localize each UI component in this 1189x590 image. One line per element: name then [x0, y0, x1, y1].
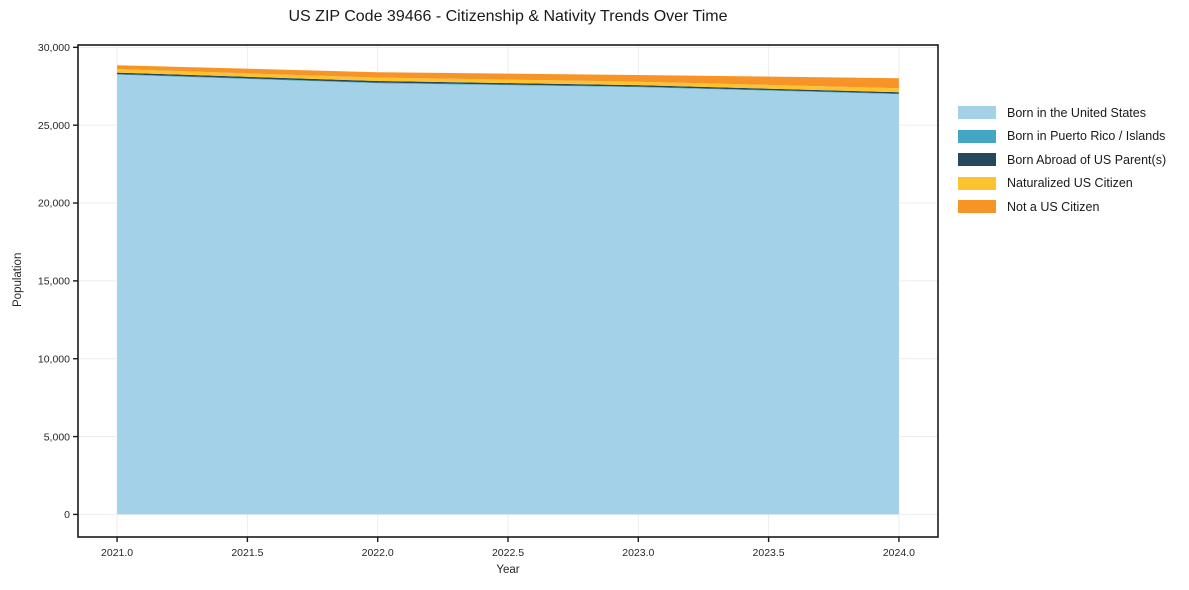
legend: Born in the United States Born in Puerto …: [958, 101, 1166, 219]
y-tick-label: 15,000: [38, 276, 70, 288]
y-tick-label: 20,000: [38, 198, 70, 210]
area-not-a-us-citizen: [117, 65, 899, 89]
legend-swatch: [958, 129, 996, 143]
y-tick-label: 10,000: [38, 353, 70, 365]
legend-swatch: [958, 200, 996, 214]
chart-title: US ZIP Code 39466 - Citizenship & Nativi…: [288, 8, 728, 25]
x-tick-label: 2023.0: [622, 547, 654, 559]
legend-swatch: [958, 106, 996, 120]
legend-swatch: [958, 153, 996, 167]
legend-item-not-a-us-citizen: Not a US Citizen: [958, 195, 1166, 219]
legend-swatch: [958, 176, 996, 190]
y-tick-label: 5,000: [44, 431, 70, 443]
legend-label: Not a US Citizen: [1007, 199, 1100, 214]
x-tick-label: 2024.0: [883, 547, 915, 559]
x-tick-label: 2021.5: [231, 547, 263, 559]
legend-item-naturalized-us-citizen: Naturalized US Citizen: [958, 172, 1166, 196]
y-tick-label: 30,000: [38, 42, 70, 54]
area-born-in-the-united-states: [117, 74, 899, 515]
x-tick-label: 2021.0: [101, 547, 133, 559]
area-born-abroad-of-us-parent-s: [117, 72, 899, 94]
x-axis-label: Year: [496, 564, 520, 576]
legend-label: Born in the United States: [1007, 105, 1146, 120]
legend-item-born-in-the-united-states: Born in the United States: [958, 101, 1166, 125]
x-tick-label: 2022.5: [492, 547, 524, 559]
legend-label: Born in Puerto Rico / Islands: [1007, 129, 1166, 144]
legend-label: Born Abroad of US Parent(s): [1007, 152, 1167, 167]
y-axis-label: Population: [12, 252, 24, 307]
y-tick-label: 0: [64, 509, 70, 521]
y-tick-label: 25,000: [38, 120, 70, 132]
area-naturalized-us-citizen: [117, 69, 899, 93]
x-tick-label: 2022.0: [362, 547, 394, 559]
legend-label: Naturalized US Citizen: [1007, 176, 1133, 191]
legend-item-born-in-puerto-rico-islands: Born in Puerto Rico / Islands: [958, 125, 1166, 149]
legend-item-born-abroad-of-us-parent-s: Born Abroad of US Parent(s): [958, 148, 1166, 172]
x-tick-label: 2023.5: [753, 547, 785, 559]
